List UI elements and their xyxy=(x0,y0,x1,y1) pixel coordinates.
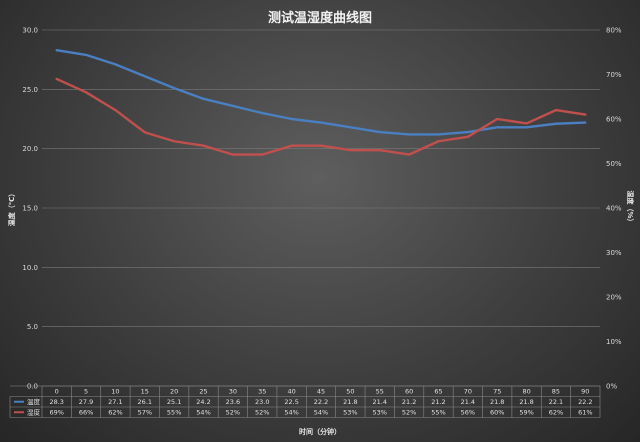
data-label: 22.1 xyxy=(549,398,563,406)
data-label: 22.5 xyxy=(284,398,298,406)
legend-label: 温度 xyxy=(27,397,41,406)
data-label: 52% xyxy=(402,409,416,417)
data-label: 21.2 xyxy=(431,398,445,406)
right-axis-label: 湿度（%） xyxy=(626,190,635,225)
x-tick-label: 65 xyxy=(434,388,442,396)
data-label: 22.2 xyxy=(314,398,328,406)
chart-title: 测试温湿度曲线图 xyxy=(268,10,372,26)
data-label: 54% xyxy=(196,409,210,417)
x-tick-label: 30 xyxy=(229,388,237,396)
data-label: 61% xyxy=(578,409,592,417)
left-tick-label: 15.0 xyxy=(22,205,38,213)
x-tick-label: 70 xyxy=(464,388,472,396)
x-tick-label: 80 xyxy=(522,388,530,396)
x-tick-label: 35 xyxy=(258,388,266,396)
x-tick-label: 25 xyxy=(199,388,207,396)
right-axis: 0% 10% 20% 30% 40% 50% 60% 70% 80% xyxy=(606,27,622,391)
data-label: 55% xyxy=(167,409,181,417)
right-tick-label: 20% xyxy=(606,294,622,302)
x-tick-label: 5 xyxy=(84,388,88,396)
data-label: 21.4 xyxy=(461,398,475,406)
left-tick-label: 5.0 xyxy=(27,323,38,331)
data-label: 57% xyxy=(138,409,152,417)
data-label: 54% xyxy=(284,409,298,417)
data-label: 23.6 xyxy=(226,398,240,406)
right-tick-label: 10% xyxy=(606,338,622,346)
data-label: 21.4 xyxy=(372,398,386,406)
left-tick-label: 20.0 xyxy=(22,145,38,153)
right-tick-label: 50% xyxy=(606,160,622,168)
data-label: 24.2 xyxy=(196,398,210,406)
data-label: 59% xyxy=(519,409,533,417)
data-label: 28.3 xyxy=(49,398,63,406)
right-tick-label: 0% xyxy=(606,383,617,391)
series-lines xyxy=(55,48,587,156)
left-axis: 0.0 5.0 10.0 15.0 20.0 25.0 30.0 xyxy=(22,27,38,391)
data-label: 52% xyxy=(255,409,269,417)
x-tick-label: 60 xyxy=(405,388,413,396)
right-tick-label: 30% xyxy=(606,249,622,257)
left-axis-label: 温度（℃） xyxy=(7,190,16,226)
data-label: 53% xyxy=(373,409,387,417)
legend-label: 湿度 xyxy=(27,408,41,417)
data-label: 56% xyxy=(461,409,475,417)
x-tick-label: 85 xyxy=(552,388,560,396)
x-tick-label: 45 xyxy=(317,388,325,396)
series-line-humidity xyxy=(55,77,587,156)
x-tick-label: 20 xyxy=(170,388,178,396)
data-label: 52% xyxy=(226,409,240,417)
data-label: 54% xyxy=(314,409,328,417)
x-tick-label: 55 xyxy=(376,388,384,396)
right-tick-label: 40% xyxy=(606,205,622,213)
grid xyxy=(42,29,600,387)
data-label: 21.8 xyxy=(490,398,504,406)
x-tick-label: 15 xyxy=(141,388,149,396)
data-label: 26.1 xyxy=(138,398,152,406)
left-tick-label: 10.0 xyxy=(22,264,38,272)
data-label: 27.9 xyxy=(79,398,93,406)
data-label: 21.2 xyxy=(402,398,416,406)
right-tick-label: 60% xyxy=(606,116,622,124)
x-tick-label: 10 xyxy=(111,388,119,396)
x-axis-label: 时间（分钟） xyxy=(299,427,341,436)
data-label: 66% xyxy=(79,409,93,417)
left-tick-label: 0.0 xyxy=(27,383,38,391)
data-label: 53% xyxy=(343,409,357,417)
series-line-temperature xyxy=(55,48,587,136)
data-label: 62% xyxy=(549,409,563,417)
data-label: 21.8 xyxy=(343,398,357,406)
x-tick-label: 90 xyxy=(581,388,589,396)
data-label: 22.2 xyxy=(578,398,592,406)
data-label: 60% xyxy=(490,409,504,417)
data-table: 0 5 10 15 20 25 30 35 40 45 50 55 60 65 70 75 80 85 90 温度 28… xyxy=(9,385,601,418)
data-label: 23.0 xyxy=(255,398,269,406)
x-tick-label: 40 xyxy=(287,388,295,396)
left-tick-label: 30.0 xyxy=(22,27,38,35)
data-label: 21.8 xyxy=(519,398,533,406)
data-label: 69% xyxy=(49,409,63,417)
x-tick-label: 50 xyxy=(346,388,354,396)
right-tick-label: 70% xyxy=(606,71,622,79)
data-label: 25.1 xyxy=(167,398,181,406)
data-label: 62% xyxy=(108,409,122,417)
x-tick-label: 75 xyxy=(493,388,501,396)
data-label: 27.1 xyxy=(108,398,122,406)
left-tick-label: 25.0 xyxy=(22,86,38,94)
x-tick-label: 0 xyxy=(55,388,59,396)
right-tick-label: 80% xyxy=(606,27,622,35)
data-label: 55% xyxy=(431,409,445,417)
